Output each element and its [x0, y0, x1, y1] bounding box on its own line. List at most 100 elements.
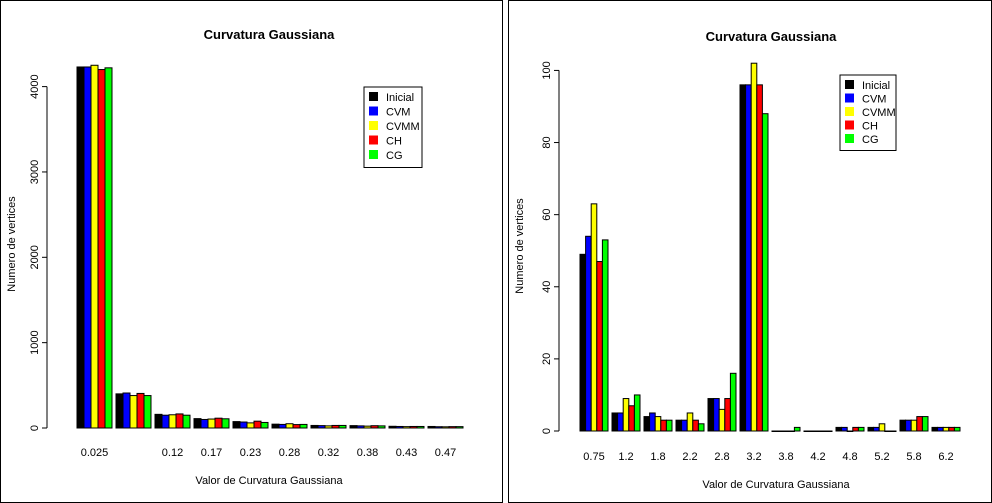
chart-1-bar-cvm-6 [777, 430, 784, 432]
chart-0-bar-ch-0 [97, 69, 106, 429]
chart-1-bar-cvm-5 [745, 84, 752, 432]
chart-0-legend-entry: CH [386, 136, 402, 148]
chart-1-bar-inicial-2 [643, 416, 651, 432]
chart-0-x-tick-label: 0.025 [81, 447, 109, 459]
chart-0-bar-cg-4 [260, 421, 269, 429]
chart-0-bar-cvmm-7 [363, 425, 372, 429]
chart-1-x-tick-label: 4.2 [810, 451, 825, 463]
chart-1-bar-cg-1 [633, 394, 641, 432]
chart-1-x-label: Valor de Curvatura Gaussiana [702, 479, 850, 491]
chart-0-bar-cg-0 [104, 67, 113, 429]
chart-0-bar-ch-3 [214, 417, 223, 429]
chart-0-bar-inicial-3 [193, 418, 202, 429]
chart-1-x-tick-label: 2.8 [714, 451, 729, 463]
chart-1-bar-inicial-9 [867, 426, 875, 432]
chart-1-y-tick-label: 60 [541, 209, 553, 221]
chart-0-bar-cvmm-4 [246, 422, 255, 429]
chart-1-bar-cg-0 [601, 239, 609, 432]
chart-1-x-tick-label: 3.8 [778, 451, 793, 463]
chart-1-x-tick-label: 5.8 [906, 451, 921, 463]
chart-0-bar-cg-5 [299, 423, 308, 429]
chart-0-x-tick-label: 0.47 [435, 447, 456, 459]
chart-1-y-tick-label: 80 [541, 136, 553, 148]
chart-1-bar-cvm-7 [809, 430, 816, 432]
chart-1-bar-ch-8 [852, 426, 859, 432]
chart-0-bar-ch-8 [409, 425, 418, 429]
chart-0-bar-cg-7 [377, 425, 386, 429]
chart-1-bar-cg-8 [857, 426, 865, 432]
chart-0-bar-inicial-4 [232, 421, 241, 429]
chart-0-bar-cg-1 [143, 395, 152, 429]
chart-1-bar-ch-5 [756, 84, 763, 432]
chart-1-legend-swatch [845, 120, 854, 130]
chart-1-y-label: Numero de vertices [514, 198, 526, 294]
chart-0-bar-inicial-6 [310, 424, 319, 429]
chart-1-bar-cg-11 [953, 426, 961, 432]
chart-1-legend-swatch [845, 134, 854, 143]
chart-0-bar-cvmm-3 [207, 418, 216, 429]
chart-1-bar-ch-10 [916, 416, 923, 432]
chart-0-bar-ch-9 [448, 426, 457, 429]
chart-1-bar-cvm-3 [681, 419, 688, 432]
chart-1-legend-entry: CVMM [862, 107, 896, 119]
chart-0-bar-inicial-0 [76, 66, 85, 429]
chart-0-legend-swatch [369, 121, 378, 130]
chart-left: Curvatura Gaussiana 0 1000 2000 3000 4000 Nume… [6, 27, 464, 487]
chart-1-title: Curvatura Gaussiana [706, 29, 838, 44]
chart-1-legend-entry: CH [862, 121, 878, 133]
chart-1-bar-cvmm-1 [622, 398, 630, 432]
chart-0-y-tick-label: 0 [29, 425, 41, 431]
chart-0-x-tick-label: 0.28 [279, 447, 300, 459]
chart-1-x-tick-label: 0.75 [583, 451, 604, 463]
chart-1-bar-ch-6 [788, 430, 795, 432]
chart-0-bar-inicial-8 [388, 425, 397, 429]
chart-0-bar-inicial-1 [115, 393, 124, 429]
chart-1-legend-swatch [845, 93, 854, 103]
chart-0-bar-cvm-8 [395, 425, 404, 429]
chart-0-bar-cvm-5 [278, 423, 287, 429]
chart-1-bar-cvm-8 [841, 426, 848, 432]
chart-1-y-tick-label: 20 [541, 353, 553, 365]
chart-1-y-tick-label: 100 [541, 61, 553, 79]
chart-panel-right: Curvatura Gaussiana 0 20 40 60 80 100 Numero de… [508, 0, 992, 503]
chart-1-y-tick-label: 0 [541, 428, 553, 434]
chart-0-bar-cvmm-8 [402, 426, 411, 429]
chart-1-bar-cvm-2 [649, 412, 656, 432]
chart-1-x-tick-label: 1.2 [618, 451, 633, 463]
chart-1-bar-ch-7 [820, 430, 827, 432]
chart-1-x-tick-label: 2.2 [682, 451, 697, 463]
chart-1-legend-entry: CG [862, 134, 879, 146]
chart-1-bar-cvm-11 [937, 426, 944, 432]
chart-0-y-tick-label: 3000 [29, 160, 41, 184]
chart-1-legend-entry: Inicial [862, 80, 890, 92]
chart-0-legend-entry: CVMM [386, 121, 420, 133]
chart-1-bar-inicial-0 [579, 253, 587, 432]
chart-1-bar-inicial-11 [931, 426, 939, 432]
chart-0-bar-inicial-7 [349, 425, 358, 429]
chart-1-bar-inicial-6 [771, 430, 779, 432]
chart-0-bar-ch-6 [331, 424, 340, 429]
chart-panel-left: Curvatura Gaussiana 0 1000 2000 3000 4000 Nume… [0, 0, 503, 503]
chart-0-legend-swatch [369, 135, 378, 145]
chart-0-bar-cvmm-5 [285, 423, 294, 429]
chart-1-legend-swatch [845, 107, 854, 116]
chart-0-y-tick-label: 1000 [29, 330, 41, 354]
chart-0-bar-cg-3 [221, 418, 230, 429]
chart-1-x-tick-label: 1.8 [650, 451, 665, 463]
chart-1-x-tick-label: 3.2 [746, 451, 761, 463]
chart-1-bar-cvmm-2 [654, 416, 662, 432]
chart-1-x-tick-label: 6.2 [938, 451, 953, 463]
chart-1-bar-cvmm-5 [750, 62, 758, 432]
chart-0-legend-entry: CVM [386, 107, 410, 119]
chart-1-bar-ch-4 [724, 398, 731, 432]
chart-0-x-tick-label: 0.17 [201, 447, 222, 459]
chart-1-bar-cg-2 [665, 419, 673, 432]
chart-1-bar-cg-10 [921, 416, 929, 432]
chart-0-bar-cvm-1 [122, 392, 131, 429]
chart-1-bar-cg-5 [761, 113, 769, 432]
chart-0-bar-cvm-4 [239, 421, 248, 429]
chart-1-bar-ch-0 [596, 261, 603, 432]
chart-0-legend-swatch [369, 92, 378, 101]
chart-1-legend-swatch [845, 80, 854, 89]
chart-0-x-tick-label: 0.43 [396, 447, 417, 459]
